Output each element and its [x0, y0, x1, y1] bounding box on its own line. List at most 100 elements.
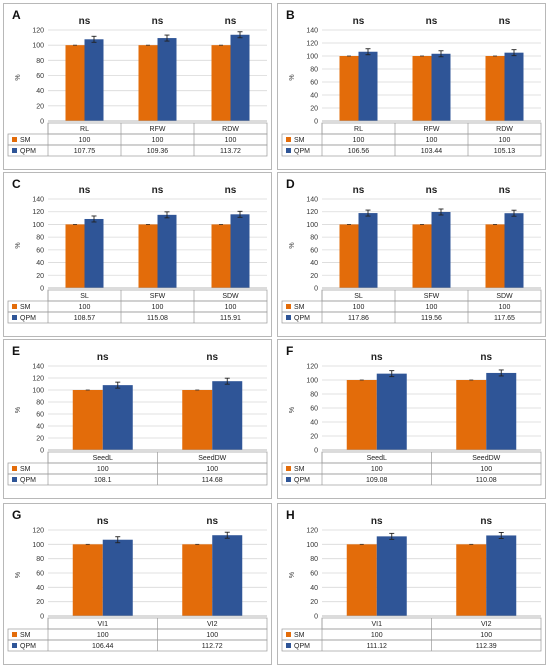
chart-svg-d: D 0 20 40 60 80 100 120 140% ns ns ns SL 100 117.86 SFW…: [281, 177, 542, 324]
y-tick-label: 60: [36, 571, 44, 578]
y-tick-label: 100: [306, 222, 318, 229]
panel-label: A: [12, 8, 21, 22]
bar-sm: [182, 544, 213, 616]
category-label: RL: [354, 126, 363, 133]
bar-sm: [65, 45, 85, 121]
bar-sm: [138, 45, 158, 121]
table-row-qpm: [7, 639, 268, 652]
y-tick-label: 20: [310, 434, 318, 441]
panel-label: G: [12, 508, 21, 522]
bar-qpm: [486, 535, 517, 616]
data-label-sm: 100: [79, 137, 91, 144]
legend-swatch-qpm: [286, 315, 291, 320]
y-axis-label: %: [15, 242, 22, 248]
significance-label: ns: [426, 185, 438, 196]
significance-label: ns: [426, 16, 438, 27]
bar-qpm: [230, 214, 250, 288]
legend-swatch-sm: [286, 466, 291, 471]
table-row-qpm: [281, 144, 542, 157]
bar-qpm: [504, 213, 524, 288]
legend-swatch-sm: [12, 632, 17, 637]
bar-qpm: [376, 536, 407, 616]
y-tick-label: 140: [32, 197, 44, 204]
chart-panel-e: E 0 20 40 60 80 100 120 140% ns ns SeedL 100 108.1 See…: [3, 339, 272, 499]
legend-label-qpm: QPM: [20, 477, 36, 484]
data-label-qpm: 103.44: [421, 148, 443, 155]
y-tick-label: 60: [36, 247, 44, 254]
y-tick-label: 100: [306, 542, 318, 549]
category-label: RL: [80, 126, 89, 133]
significance-label: ns: [499, 185, 511, 196]
panel-label: B: [286, 8, 295, 22]
y-tick-label: 20: [310, 106, 318, 113]
y-tick-label: 20: [310, 599, 318, 606]
legend-label-qpm: QPM: [20, 148, 36, 155]
bar-sm: [485, 224, 505, 288]
y-tick-label: 140: [306, 28, 318, 35]
y-tick-label: 40: [36, 260, 44, 267]
legend-swatch-sm: [12, 466, 17, 471]
bar-sm: [412, 56, 432, 121]
y-tick-label: 120: [32, 209, 44, 216]
legend-swatch-sm: [12, 137, 17, 142]
y-tick-label: 20: [36, 273, 44, 280]
data-label-sm: 100: [499, 304, 511, 311]
table-row-sm: [7, 628, 268, 641]
significance-label: ns: [480, 516, 492, 527]
legend-label-qpm: QPM: [20, 315, 36, 322]
chart-panel-c: C 0 20 40 60 80 100 120 140% ns ns ns SL 100 108.57 SFW…: [3, 172, 272, 337]
y-tick-label: 80: [36, 400, 44, 407]
data-label-sm: 100: [206, 466, 218, 473]
y-tick-label: 80: [310, 392, 318, 399]
table-row-qpm: [7, 311, 268, 324]
y-tick-label: 0: [314, 614, 318, 621]
bar-sm: [65, 224, 85, 288]
bar-qpm: [212, 535, 243, 616]
table-row-sm: [281, 462, 542, 475]
legend-swatch-qpm: [12, 477, 17, 482]
legend-swatch-qpm: [12, 643, 17, 648]
bar-qpm: [358, 213, 378, 288]
data-label-sm: 100: [353, 304, 365, 311]
category-label: SeedDW: [198, 455, 226, 462]
bar-qpm: [84, 39, 104, 122]
significance-label: ns: [353, 185, 365, 196]
category-label: SFW: [150, 293, 166, 300]
y-tick-label: 40: [310, 260, 318, 267]
y-tick-label: 120: [306, 209, 318, 216]
legend-label-sm: SM: [20, 304, 31, 311]
data-label-qpm: 108.1: [94, 477, 112, 484]
data-label-qpm: 117.86: [348, 315, 369, 322]
y-tick-label: 80: [310, 235, 318, 242]
bar-sm: [182, 390, 213, 450]
y-tick-label: 60: [310, 247, 318, 254]
data-label-sm: 100: [79, 304, 91, 311]
significance-label: ns: [206, 516, 218, 527]
legend-swatch-sm: [286, 137, 291, 142]
data-label-sm: 100: [480, 466, 492, 473]
panel-label: F: [286, 344, 293, 358]
legend-label-sm: SM: [294, 137, 305, 144]
y-tick-label: 60: [36, 412, 44, 419]
category-label: RFW: [424, 126, 440, 133]
table-row-qpm: [281, 473, 542, 486]
y-tick-label: 80: [310, 556, 318, 563]
legend-label-qpm: QPM: [294, 643, 310, 650]
bar-sm: [456, 380, 487, 450]
y-axis-label: %: [289, 74, 296, 80]
bar-qpm: [486, 372, 517, 450]
legend-label-qpm: QPM: [20, 643, 36, 650]
bar-qpm: [84, 218, 104, 288]
category-label: SL: [80, 293, 89, 300]
chart-svg-f: F 0 20 40 60 80 100 120% ns ns SeedL 100 109.08 SeedD…: [281, 344, 542, 486]
y-tick-label: 120: [32, 376, 44, 383]
bar-qpm: [230, 34, 250, 122]
chart-panel-h: H 0 20 40 60 80 100 120% ns ns VI1 100 111.12 VI2 100 1…: [277, 503, 546, 665]
data-label-qpm: 115.08: [147, 315, 168, 322]
bar-qpm: [157, 214, 177, 288]
significance-label: ns: [480, 352, 492, 363]
legend-label-sm: SM: [294, 466, 305, 473]
y-tick-label: 100: [306, 378, 318, 385]
y-tick-label: 120: [32, 28, 44, 35]
panel-label: H: [286, 508, 295, 522]
